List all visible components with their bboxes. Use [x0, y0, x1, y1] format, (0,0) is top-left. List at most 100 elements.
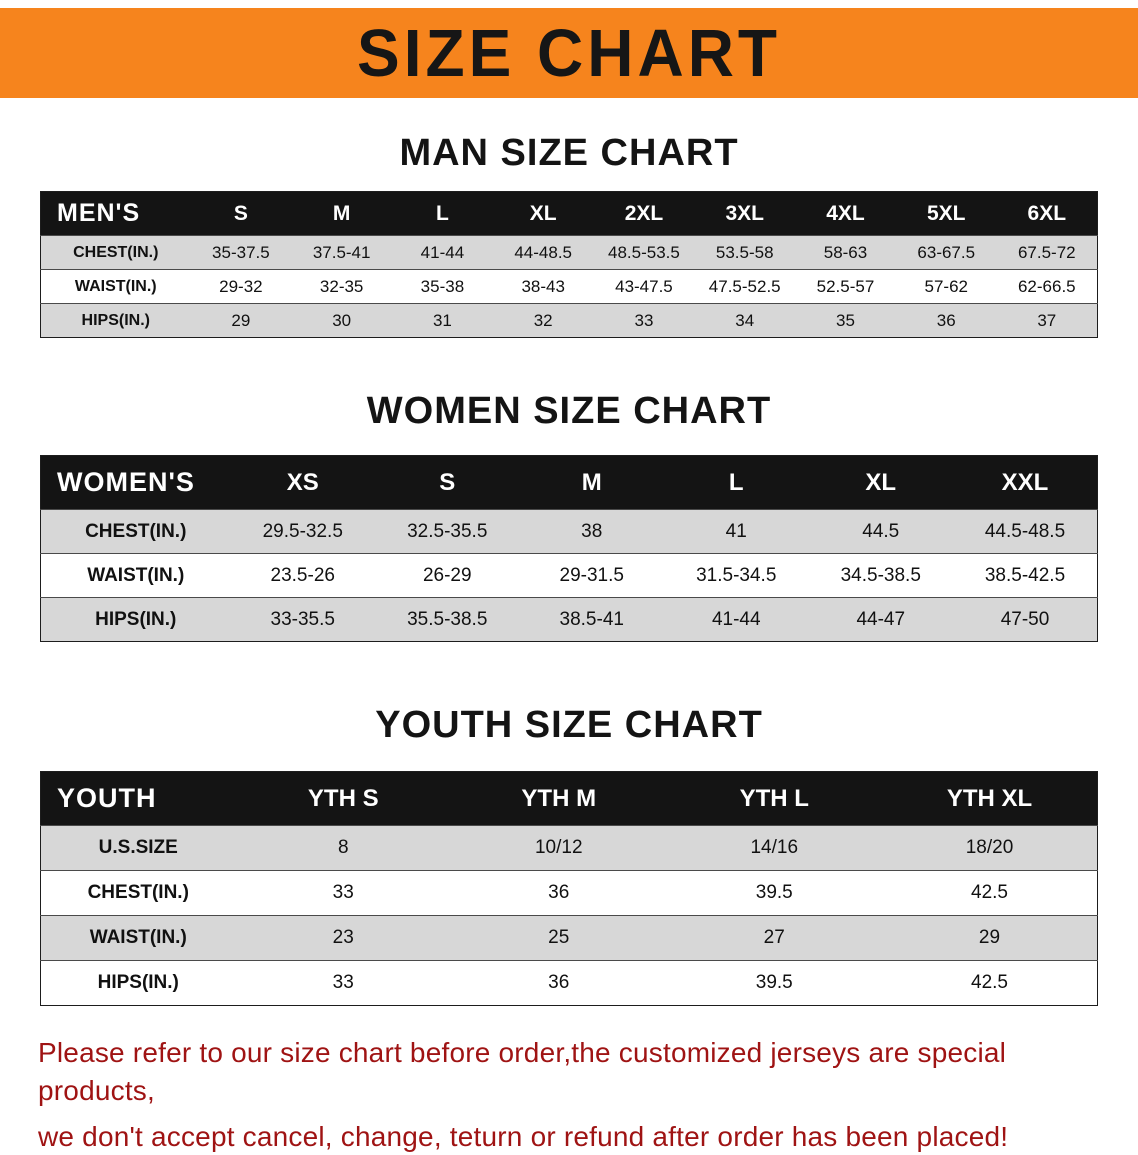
row-label: CHEST(IN.)	[87, 882, 189, 903]
table-header-row: YOUTH YTH S YTH M YTH L YTH XL	[40, 771, 1098, 826]
table-cell: 42.5	[971, 882, 1008, 903]
youth-section-heading: YOUTH SIZE CHART	[375, 704, 763, 746]
table-cell: 53.5-58	[715, 242, 774, 262]
table-cell: 38-43	[521, 276, 565, 296]
table-cell: 35	[836, 310, 855, 330]
table-row: WAIST(IN.) 23 25 27 29	[40, 915, 1098, 961]
size-column-header: YTH L	[666, 771, 882, 826]
row-label: HIPS(IN.)	[81, 311, 150, 329]
women-size-table: WOMEN'S XS S M L XL XXL CHEST(IN.) 29.5-32.5 32.5…	[40, 455, 1098, 642]
table-cell: 27	[763, 927, 785, 948]
row-label: CHEST(IN.)	[85, 520, 187, 542]
table-row: CHEST(IN.) 35-37.5 37.5-41 41-44 44-48.5 48.5…	[40, 235, 1098, 270]
table-cell: 23.5-26	[270, 564, 335, 586]
table-cell: 47-50	[1000, 608, 1050, 630]
table-cell: 32.5-35.5	[407, 520, 488, 542]
table-cell: 57-62	[924, 276, 968, 296]
size-column-header: XXL	[953, 455, 1098, 510]
table-cell: 42.5	[971, 972, 1008, 993]
table-cell: 48.5-53.5	[608, 242, 680, 262]
table-cell: 35-37.5	[212, 242, 270, 262]
row-label: HIPS(IN.)	[95, 608, 177, 630]
size-column-header: XL	[808, 455, 953, 510]
size-column-header: 6XL	[996, 191, 1098, 236]
table-header-row: MEN'S S M L XL 2XL 3XL 4XL 5XL 6XL	[40, 191, 1098, 236]
size-column-header: M	[519, 455, 664, 510]
table-cell: 33	[332, 972, 354, 993]
table-cell: 44.5-48.5	[984, 520, 1066, 542]
notice-line-2: we don't accept cancel, change, teturn o…	[38, 1120, 1009, 1152]
table-cell: 32	[533, 310, 553, 330]
table-cell: 31.5-34.5	[696, 564, 777, 586]
men-section-heading: MAN SIZE CHART	[399, 132, 739, 174]
size-column-header: M	[291, 191, 393, 236]
table-cell: 63-67.5	[917, 242, 976, 262]
table-cell: 39.5	[755, 882, 793, 903]
size-column-header: XS	[230, 455, 375, 510]
row-label: WAIST(IN.)	[89, 927, 187, 948]
table-cell: 43-47.5	[615, 276, 673, 296]
table-cell: 44.5	[862, 520, 900, 542]
table-row: WAIST(IN.) 29-32 32-35 35-38 38-43 43-47.5 47.…	[40, 269, 1098, 304]
size-column-header: L	[392, 191, 493, 236]
table-cell: 10/12	[534, 837, 583, 858]
table-corner-label: WOMEN'S	[40, 455, 231, 510]
table-cell: 14/16	[750, 837, 799, 858]
table-cell: 47.5-52.5	[708, 276, 781, 296]
men-size-table: MEN'S S M L XL 2XL 3XL 4XL 5XL 6XL CHEST(IN.) 35-37…	[40, 191, 1098, 338]
table-cell: 39.5	[755, 972, 793, 993]
size-column-header: L	[664, 455, 809, 510]
table-cell: 41	[725, 520, 747, 542]
table-cell: 37	[1037, 310, 1057, 330]
size-column-header: YTH XL	[882, 771, 1098, 826]
size-column-header: S	[190, 191, 292, 236]
table-header-row: WOMEN'S XS S M L XL XXL	[40, 455, 1098, 510]
size-column-header: YTH S	[235, 771, 451, 826]
table-corner-label: MEN'S	[40, 191, 191, 236]
table-cell: 34	[735, 310, 755, 330]
table-row: HIPS(IN.) 33-35.5 35.5-38.5 38.5-41 41-44 44-…	[40, 597, 1098, 642]
table-cell: 41-44	[711, 608, 761, 630]
table-cell: 37.5-41	[312, 242, 371, 262]
men-size-section: MAN SIZE CHART MEN'S S M L XL 2XL 3XL 4XL 5XL 6XL…	[0, 132, 1138, 338]
table-cell: 52.5-57	[816, 276, 875, 296]
table-cell: 38.5-41	[559, 608, 624, 630]
women-size-section: WOMEN SIZE CHART WOMEN'S XS S M L XL XXL CHEST(…	[0, 390, 1138, 642]
table-cell: 29-32	[219, 276, 263, 296]
table-cell: 44-48.5	[514, 242, 573, 262]
women-section-heading: WOMEN SIZE CHART	[366, 390, 772, 432]
youth-size-section: YOUTH SIZE CHART YOUTH YTH S YTH M YTH L YTH…	[0, 704, 1138, 1006]
table-row: CHEST(IN.) 29.5-32.5 32.5-35.5 38 41 44.5 44.5…	[40, 509, 1098, 554]
table-cell: 36	[936, 310, 956, 330]
table-cell: 33-35.5	[270, 608, 335, 630]
title-banner: SIZE CHART	[0, 8, 1138, 98]
table-cell: 32-35	[319, 276, 364, 296]
table-cell: 29	[231, 310, 251, 330]
size-column-header: YTH M	[451, 771, 667, 826]
size-chart-page: SIZE CHART MAN SIZE CHART MEN'S S M L XL 2XL 3…	[0, 8, 1138, 1155]
table-cell: 29.5-32.5	[262, 520, 343, 542]
table-cell: 33	[332, 882, 354, 903]
size-column-header: 2XL	[593, 191, 695, 236]
table-corner-label: YOUTH	[40, 771, 236, 826]
page-title: SIZE CHART	[357, 15, 781, 91]
order-notice: Please refer to our size chart before or…	[38, 1034, 1100, 1155]
table-cell: 38.5-42.5	[984, 564, 1066, 586]
table-row: HIPS(IN.) 29 30 31 32 33 34 35 36 37	[40, 303, 1098, 338]
row-label: U.S.SIZE	[98, 837, 178, 858]
table-cell: 35-38	[420, 276, 465, 296]
row-label: WAIST(IN.)	[74, 277, 157, 295]
table-row: CHEST(IN.) 33 36 39.5 42.5	[40, 870, 1098, 916]
size-column-header: 4XL	[795, 191, 896, 236]
table-cell: 26-29	[422, 564, 472, 586]
table-cell: 31	[432, 310, 452, 330]
size-column-header: XL	[492, 191, 594, 236]
youth-size-table: YOUTH YTH S YTH M YTH L YTH XL U.S.SIZE 8 10/12…	[40, 771, 1098, 1006]
table-cell: 41-44	[420, 242, 465, 262]
table-row: HIPS(IN.) 33 36 39.5 42.5	[40, 960, 1098, 1006]
table-cell: 23	[332, 927, 354, 948]
table-cell: 44-47	[856, 608, 906, 630]
row-label: HIPS(IN.)	[97, 972, 179, 993]
table-cell: 36	[548, 972, 570, 993]
table-cell: 18/20	[965, 837, 1014, 858]
